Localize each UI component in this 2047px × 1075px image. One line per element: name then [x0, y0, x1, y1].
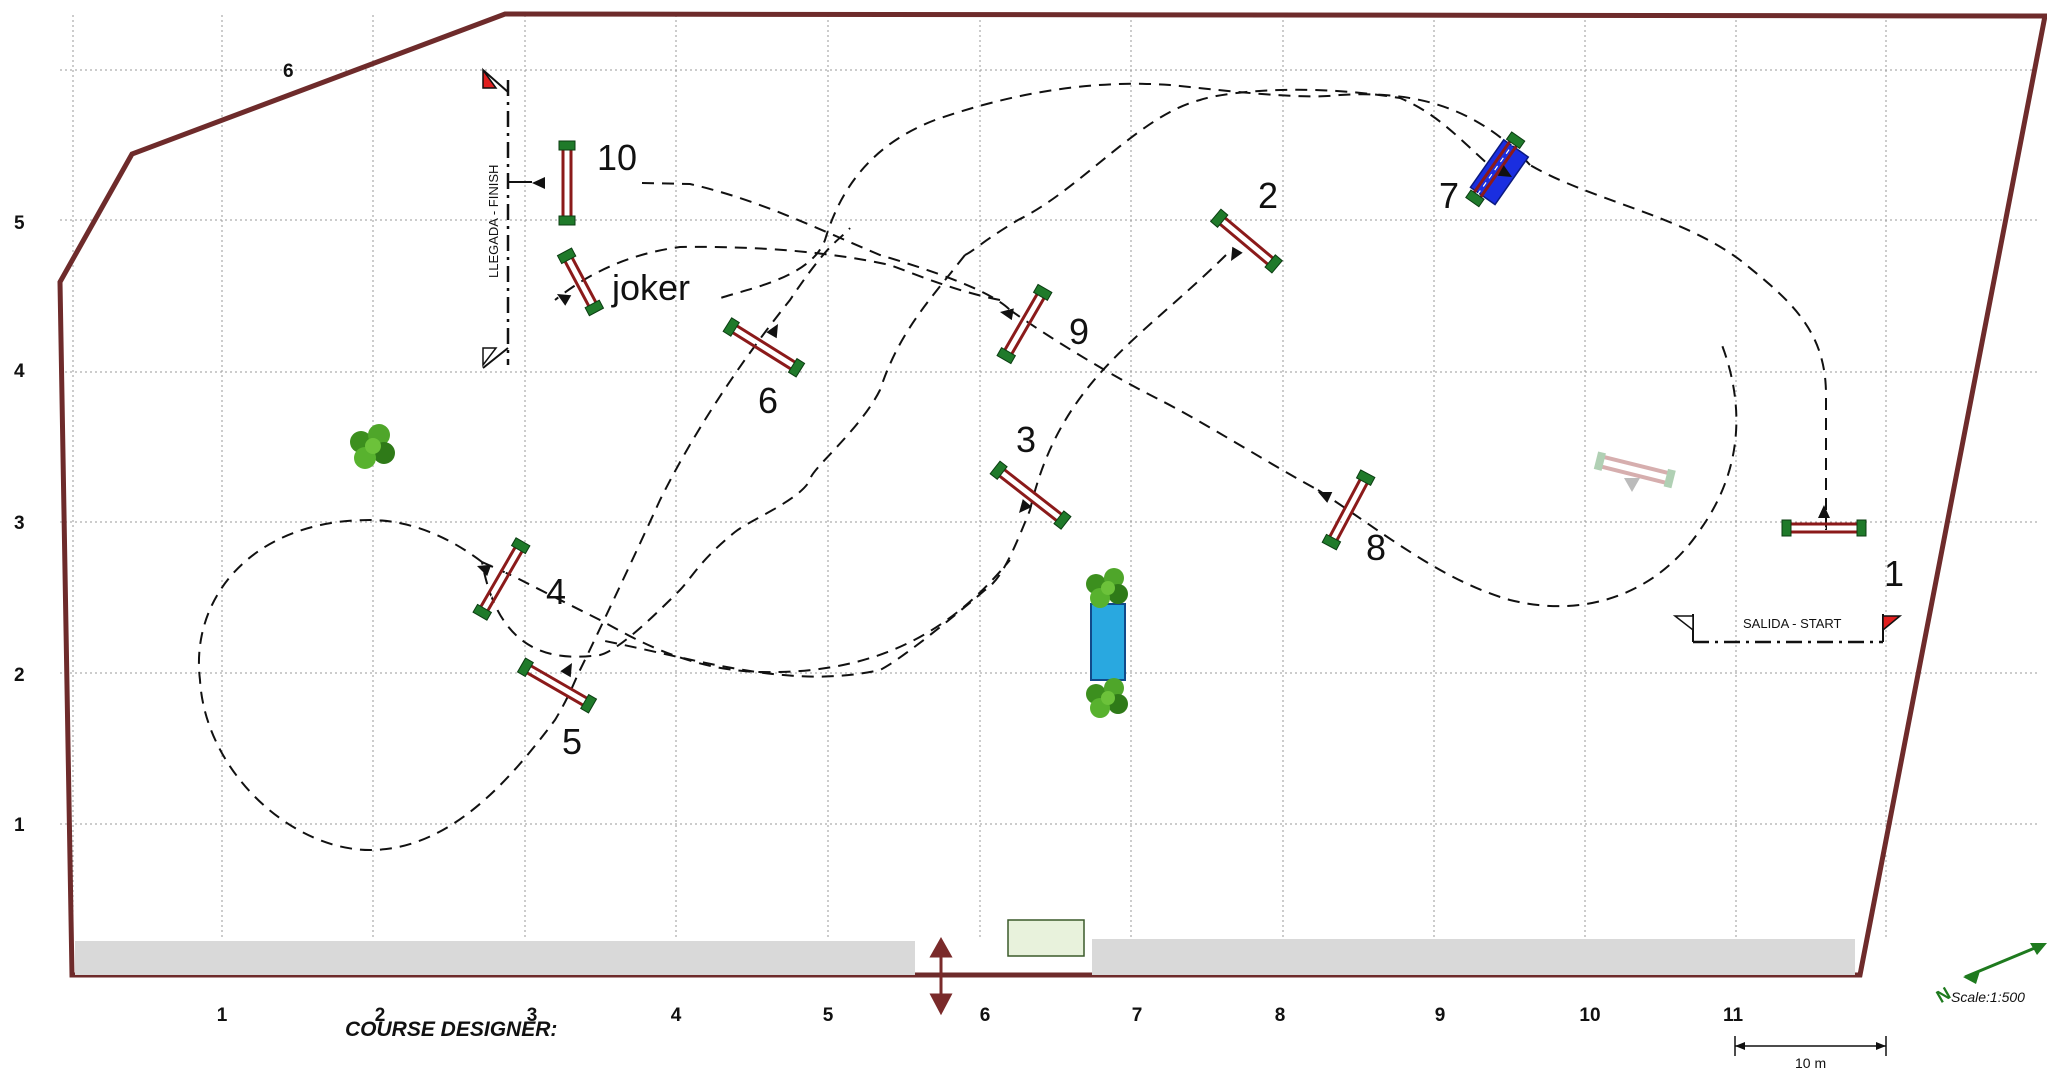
fence-label: 10 [597, 137, 637, 178]
x-axis-label: 4 [671, 1005, 682, 1026]
direction-arrow-icon [1000, 308, 1014, 321]
x-axis-label: 11 [1723, 1005, 1744, 1026]
fence-f3 [989, 460, 1072, 530]
fence-f5 [516, 657, 598, 714]
direction-arrow-icon [1497, 165, 1512, 177]
fence-f7 [1465, 131, 1530, 208]
x-axis-label: 9 [1435, 1005, 1446, 1026]
fence-label: 5 [562, 721, 582, 762]
fence-label: 8 [1366, 527, 1386, 568]
x-axis-label: 3 [527, 1005, 538, 1026]
fence-f4 [472, 537, 531, 621]
course-designer-label: COURSE DESIGNER: [345, 1018, 557, 1041]
fences: 1 2 3 4 5 6 7 8 9 10 joker [472, 131, 1904, 762]
y-axis-labels: 1 2 3 4 5 [14, 213, 25, 836]
shrub-icon [350, 424, 395, 469]
fence-label: 4 [546, 571, 566, 612]
y-axis-label: 5 [14, 213, 25, 234]
judge-box [1007, 919, 1085, 957]
x-axis-label: 1 [217, 1005, 228, 1026]
y-axis-label: 2 [14, 665, 25, 686]
direction-arrow-icon [766, 324, 778, 339]
direction-arrow-icon [1318, 492, 1333, 503]
direction-arrow-icon [532, 177, 545, 189]
fence-f10 [558, 140, 576, 226]
fence-label: joker [611, 267, 690, 308]
arena-border [57, 11, 2047, 978]
grid [60, 15, 2040, 940]
direction-arrow-icon [1019, 499, 1032, 513]
fence-joker [556, 247, 605, 317]
direction-arrow-icon [1818, 505, 1830, 518]
fence-label: 7 [1439, 175, 1459, 216]
start-flag-red-icon [1882, 615, 1903, 632]
fence-f8 [1321, 469, 1376, 551]
spare-fence-arrow-icon [1624, 478, 1640, 492]
course-route [197, 82, 1827, 852]
x-axis-label: 2 [375, 1005, 386, 1026]
x-axis-labels: 1 2 3 4 5 6 7 8 9 10 11 [217, 1005, 1744, 1026]
scale-bar: 10 m [1734, 1036, 1887, 1071]
entrance-arrow-icon [929, 936, 953, 1016]
finish-line: LLEGADA - FINISH [482, 67, 532, 369]
water-jump [1086, 568, 1128, 718]
x-axis-label: 10 [1579, 1005, 1600, 1026]
x-axis-label: 8 [1275, 1005, 1286, 1026]
direction-arrow-icon [557, 294, 572, 306]
scale-label: Scale:1:500 [1951, 989, 2025, 1005]
start-flag-white-icon [1672, 615, 1694, 632]
shrub-icon [1086, 568, 1128, 608]
direction-arrow-icon [1231, 246, 1243, 261]
y-axis-label: 3 [14, 513, 25, 534]
finish-flag-red-icon [482, 67, 498, 89]
fence-label: 6 [758, 380, 778, 421]
y-axis-label: 1 [14, 815, 25, 836]
fence-label: 1 [1884, 553, 1904, 594]
side-label: 6 [283, 61, 294, 82]
fence-label: 3 [1016, 419, 1036, 460]
fence-label: 9 [1069, 311, 1089, 352]
fence-f6 [722, 317, 806, 378]
spare-fence-icon [1593, 451, 1676, 489]
shrub-icon [1086, 678, 1128, 718]
start-line: SALIDA - START [1672, 614, 1903, 644]
fence-f2 [1209, 208, 1283, 274]
start-label: SALIDA - START [1743, 616, 1842, 631]
finish-label: LLEGADA - FINISH [486, 165, 501, 278]
fence-f9 [996, 283, 1053, 365]
x-axis-label: 7 [1132, 1005, 1143, 1026]
scale-bar-label: 10 m [1795, 1055, 1826, 1071]
finish-flag-white-icon [482, 347, 498, 368]
fence-f1 [1781, 519, 1867, 537]
direction-arrow-icon [477, 564, 492, 577]
x-axis-label: 6 [980, 1005, 991, 1026]
x-axis-label: 5 [823, 1005, 834, 1026]
bottom-stand-left [75, 941, 915, 975]
y-axis-label: 4 [14, 361, 25, 382]
direction-arrow-icon [560, 663, 572, 678]
fence-label: 2 [1258, 175, 1278, 216]
bottom-stand-right [1092, 939, 1855, 975]
